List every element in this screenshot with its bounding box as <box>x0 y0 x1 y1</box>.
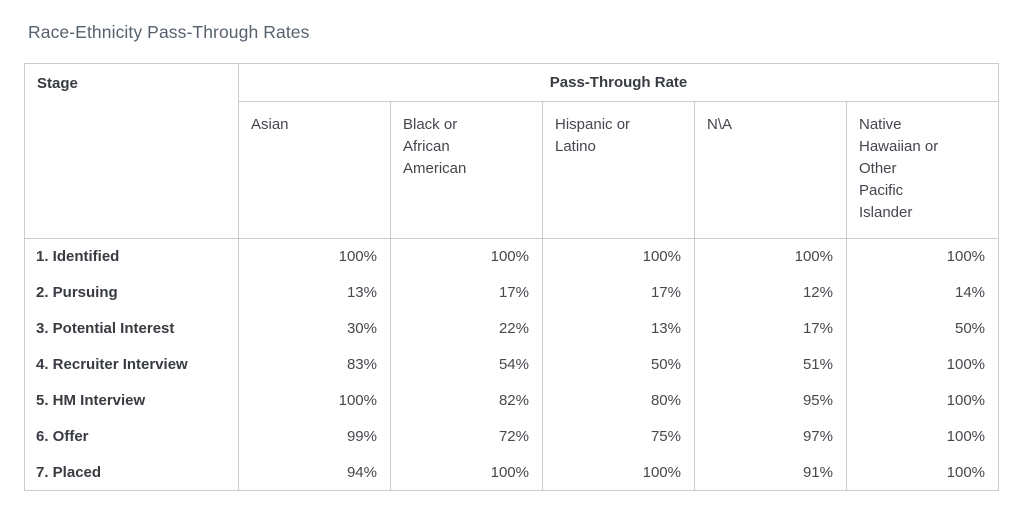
value-cell: 100% <box>845 382 1000 419</box>
value-cell: 30% <box>238 310 391 347</box>
value-cell: 100% <box>694 238 847 275</box>
value-cell: 80% <box>542 382 695 419</box>
table-row: 7. Placed 94% 100% 100% 91% 100% <box>24 454 1000 491</box>
row-label-cell: 2. Pursuing <box>24 274 239 311</box>
table-header-row-columns: Asian Black or African American Hispanic… <box>25 101 1000 239</box>
row-label-cell: 4. Recruiter Interview <box>24 346 239 383</box>
table-row: 3. Potential Interest 30% 22% 13% 17% 50… <box>24 310 1000 347</box>
value-cell: 91% <box>694 454 847 491</box>
row-label-cell: 6. Offer <box>24 418 239 455</box>
value-cell: 100% <box>845 418 1000 455</box>
value-cell: 100% <box>542 238 695 275</box>
value-cell: 100% <box>390 238 543 275</box>
value-cell: 100% <box>542 454 695 491</box>
value-cell: 50% <box>845 310 1000 347</box>
value-cell: 54% <box>390 346 543 383</box>
table-row: 6. Offer 99% 72% 75% 97% 100% <box>24 418 1000 455</box>
value-cell: 82% <box>390 382 543 419</box>
row-label-cell: 7. Placed <box>24 454 239 491</box>
column-header-asian: Asian <box>238 101 391 239</box>
value-cell: 50% <box>542 346 695 383</box>
pass-through-rate-group-header: Pass-Through Rate <box>237 63 1000 102</box>
value-cell: 99% <box>238 418 391 455</box>
column-header-native-hawaiian-or-other-pacific-islander: Native Hawaiian or Other Pacific Islande… <box>845 101 1000 239</box>
value-cell: 12% <box>694 274 847 311</box>
value-cell: 100% <box>390 454 543 491</box>
table-row: 2. Pursuing 13% 17% 17% 12% 14% <box>24 274 1000 311</box>
value-cell: 17% <box>694 310 847 347</box>
value-cell: 13% <box>238 274 391 311</box>
value-cell: 100% <box>238 382 391 419</box>
value-cell: 100% <box>845 238 1000 275</box>
table-row: 1. Identified 100% 100% 100% 100% 100% <box>24 238 1000 275</box>
table-row: 5. HM Interview 100% 82% 80% 95% 100% <box>24 382 1000 419</box>
value-cell: 94% <box>238 454 391 491</box>
value-cell: 100% <box>845 346 1000 383</box>
value-cell: 14% <box>845 274 1000 311</box>
value-cell: 75% <box>542 418 695 455</box>
value-cell: 97% <box>694 418 847 455</box>
page-title: Race-Ethnicity Pass-Through Rates <box>28 22 310 42</box>
value-cell: 95% <box>694 382 847 419</box>
table-header-row-group: Stage Pass-Through Rate <box>24 63 1000 239</box>
row-label-cell: 1. Identified <box>24 238 239 275</box>
column-header-hispanic-or-latino: Hispanic or Latino <box>542 101 695 239</box>
pass-through-rate-table: Stage Pass-Through Rate Asian Black or A… <box>24 63 1000 491</box>
value-cell: 51% <box>694 346 847 383</box>
value-cell: 17% <box>542 274 695 311</box>
value-cell: 83% <box>238 346 391 383</box>
row-label-cell: 5. HM Interview <box>24 382 239 419</box>
value-cell: 17% <box>390 274 543 311</box>
table-header: Stage Pass-Through Rate Asian Black or A… <box>24 63 1000 239</box>
value-cell: 13% <box>542 310 695 347</box>
row-label-cell: 3. Potential Interest <box>24 310 239 347</box>
table-body: 1. Identified 100% 100% 100% 100% 100% 2… <box>24 238 1000 491</box>
value-cell: 100% <box>845 454 1000 491</box>
column-header-na: N\A <box>694 101 847 239</box>
table-row: 4. Recruiter Interview 83% 54% 50% 51% 1… <box>24 346 1000 383</box>
value-cell: 72% <box>390 418 543 455</box>
value-cell: 100% <box>238 238 391 275</box>
stage-column-header: Stage <box>24 63 239 239</box>
value-cell: 22% <box>390 310 543 347</box>
column-header-black-or-african-american: Black or African American <box>390 101 543 239</box>
